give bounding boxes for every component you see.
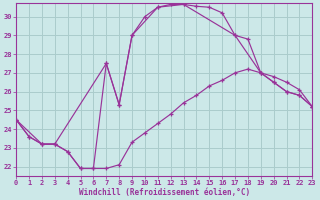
X-axis label: Windchill (Refroidissement éolien,°C): Windchill (Refroidissement éolien,°C) [79,188,250,197]
